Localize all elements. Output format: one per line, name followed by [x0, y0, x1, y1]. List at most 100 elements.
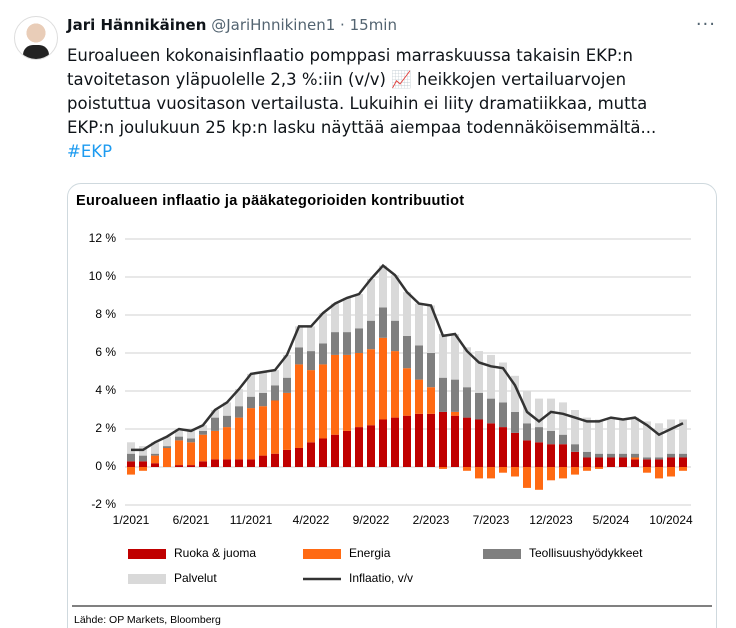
- bar: [211, 459, 219, 467]
- bar: [487, 467, 495, 479]
- bar: [175, 436, 183, 441]
- bar: [319, 438, 327, 467]
- bar: [247, 459, 255, 467]
- x-tick-label: 1/2021: [113, 513, 150, 527]
- bar: [511, 467, 519, 477]
- bar: [403, 292, 411, 336]
- legend-swatch: [303, 549, 341, 559]
- bar: [283, 449, 291, 467]
- y-tick-label: 6 %: [95, 345, 116, 359]
- legend-label: Energia: [349, 546, 391, 560]
- bar: [667, 453, 675, 458]
- bar: [127, 461, 135, 467]
- bar: [667, 419, 675, 454]
- bar: [211, 410, 219, 418]
- bar: [295, 448, 303, 467]
- more-button[interactable]: ···: [695, 14, 716, 35]
- tweet-header: Jari Hännikäinen @JariHnnikinen1 · 15min: [67, 16, 397, 34]
- bar: [427, 305, 435, 353]
- x-tick-label: 7/2023: [473, 513, 510, 527]
- y-tick-label: 10 %: [89, 269, 117, 283]
- hashtag[interactable]: #EKP: [67, 142, 113, 161]
- bar: [307, 351, 315, 371]
- text-line: Euroalueen kokonaisinflaatio pomppasi ma…: [67, 46, 633, 65]
- bar: [403, 335, 411, 369]
- bar: [427, 353, 435, 388]
- bar: [439, 377, 447, 412]
- bar: [247, 396, 255, 409]
- bar: [367, 320, 375, 350]
- bar: [379, 419, 387, 467]
- bar: [127, 442, 135, 454]
- bar: [463, 417, 471, 467]
- bar: [535, 427, 543, 443]
- bar: [199, 434, 207, 462]
- bar: [271, 453, 279, 467]
- bar: [223, 427, 231, 460]
- bar: [571, 444, 579, 452]
- bar: [403, 415, 411, 467]
- bar: [151, 442, 159, 454]
- legend-label: Ruoka & juoma: [174, 546, 256, 560]
- bar: [295, 347, 303, 365]
- bar: [511, 411, 519, 433]
- bar: [415, 379, 423, 414]
- bar: [559, 402, 567, 435]
- bar: [595, 457, 603, 467]
- bar: [679, 467, 687, 471]
- bar: [379, 337, 387, 420]
- bar: [355, 294, 363, 329]
- bar: [331, 434, 339, 467]
- bar: [631, 453, 639, 458]
- bar: [367, 425, 375, 467]
- bar: [607, 417, 615, 454]
- bar: [259, 406, 267, 456]
- bar: [127, 467, 135, 475]
- bar: [199, 461, 207, 467]
- bar: [559, 434, 567, 445]
- bar: [619, 453, 627, 458]
- bar: [631, 457, 639, 460]
- bar: [667, 467, 675, 477]
- timestamp[interactable]: 15min: [349, 16, 397, 34]
- bar: [535, 442, 543, 467]
- bar: [619, 419, 627, 454]
- bar: [655, 457, 663, 460]
- bar: [571, 451, 579, 467]
- avatar[interactable]: [14, 16, 58, 60]
- bar: [655, 459, 663, 467]
- bar: [643, 421, 651, 458]
- bar: [139, 467, 147, 471]
- bar: [295, 326, 303, 348]
- author-handle[interactable]: @JariHnnikinen1: [211, 16, 336, 34]
- bar: [475, 419, 483, 467]
- bar: [223, 415, 231, 428]
- chart-image[interactable]: Euroalueen inflaatio ja pääkategorioiden…: [67, 183, 717, 628]
- bar: [319, 364, 327, 439]
- bar: [355, 427, 363, 467]
- bar: [499, 467, 507, 473]
- x-tick-label: 4/2022: [293, 513, 330, 527]
- bar: [271, 385, 279, 401]
- text-line: poistuttua vuositason vertailusta. Lukui…: [67, 94, 648, 113]
- bar: [439, 467, 447, 469]
- bar: [271, 400, 279, 454]
- author-name[interactable]: Jari Hännikäinen: [67, 16, 207, 34]
- bar: [439, 411, 447, 467]
- bar: [223, 402, 231, 416]
- bar: [283, 377, 291, 393]
- bar: [319, 343, 327, 365]
- bar: [343, 354, 351, 431]
- bar: [415, 345, 423, 380]
- legend-swatch: [128, 574, 166, 584]
- y-tick-label: -2 %: [91, 497, 116, 511]
- bar: [451, 415, 459, 467]
- bar: [307, 326, 315, 352]
- bar: [235, 459, 243, 467]
- legend-label: Teollisuushyödykkeet: [529, 546, 643, 560]
- bar: [235, 389, 243, 407]
- bar: [307, 370, 315, 443]
- bar: [439, 334, 447, 378]
- x-tick-label: 6/2021: [173, 513, 210, 527]
